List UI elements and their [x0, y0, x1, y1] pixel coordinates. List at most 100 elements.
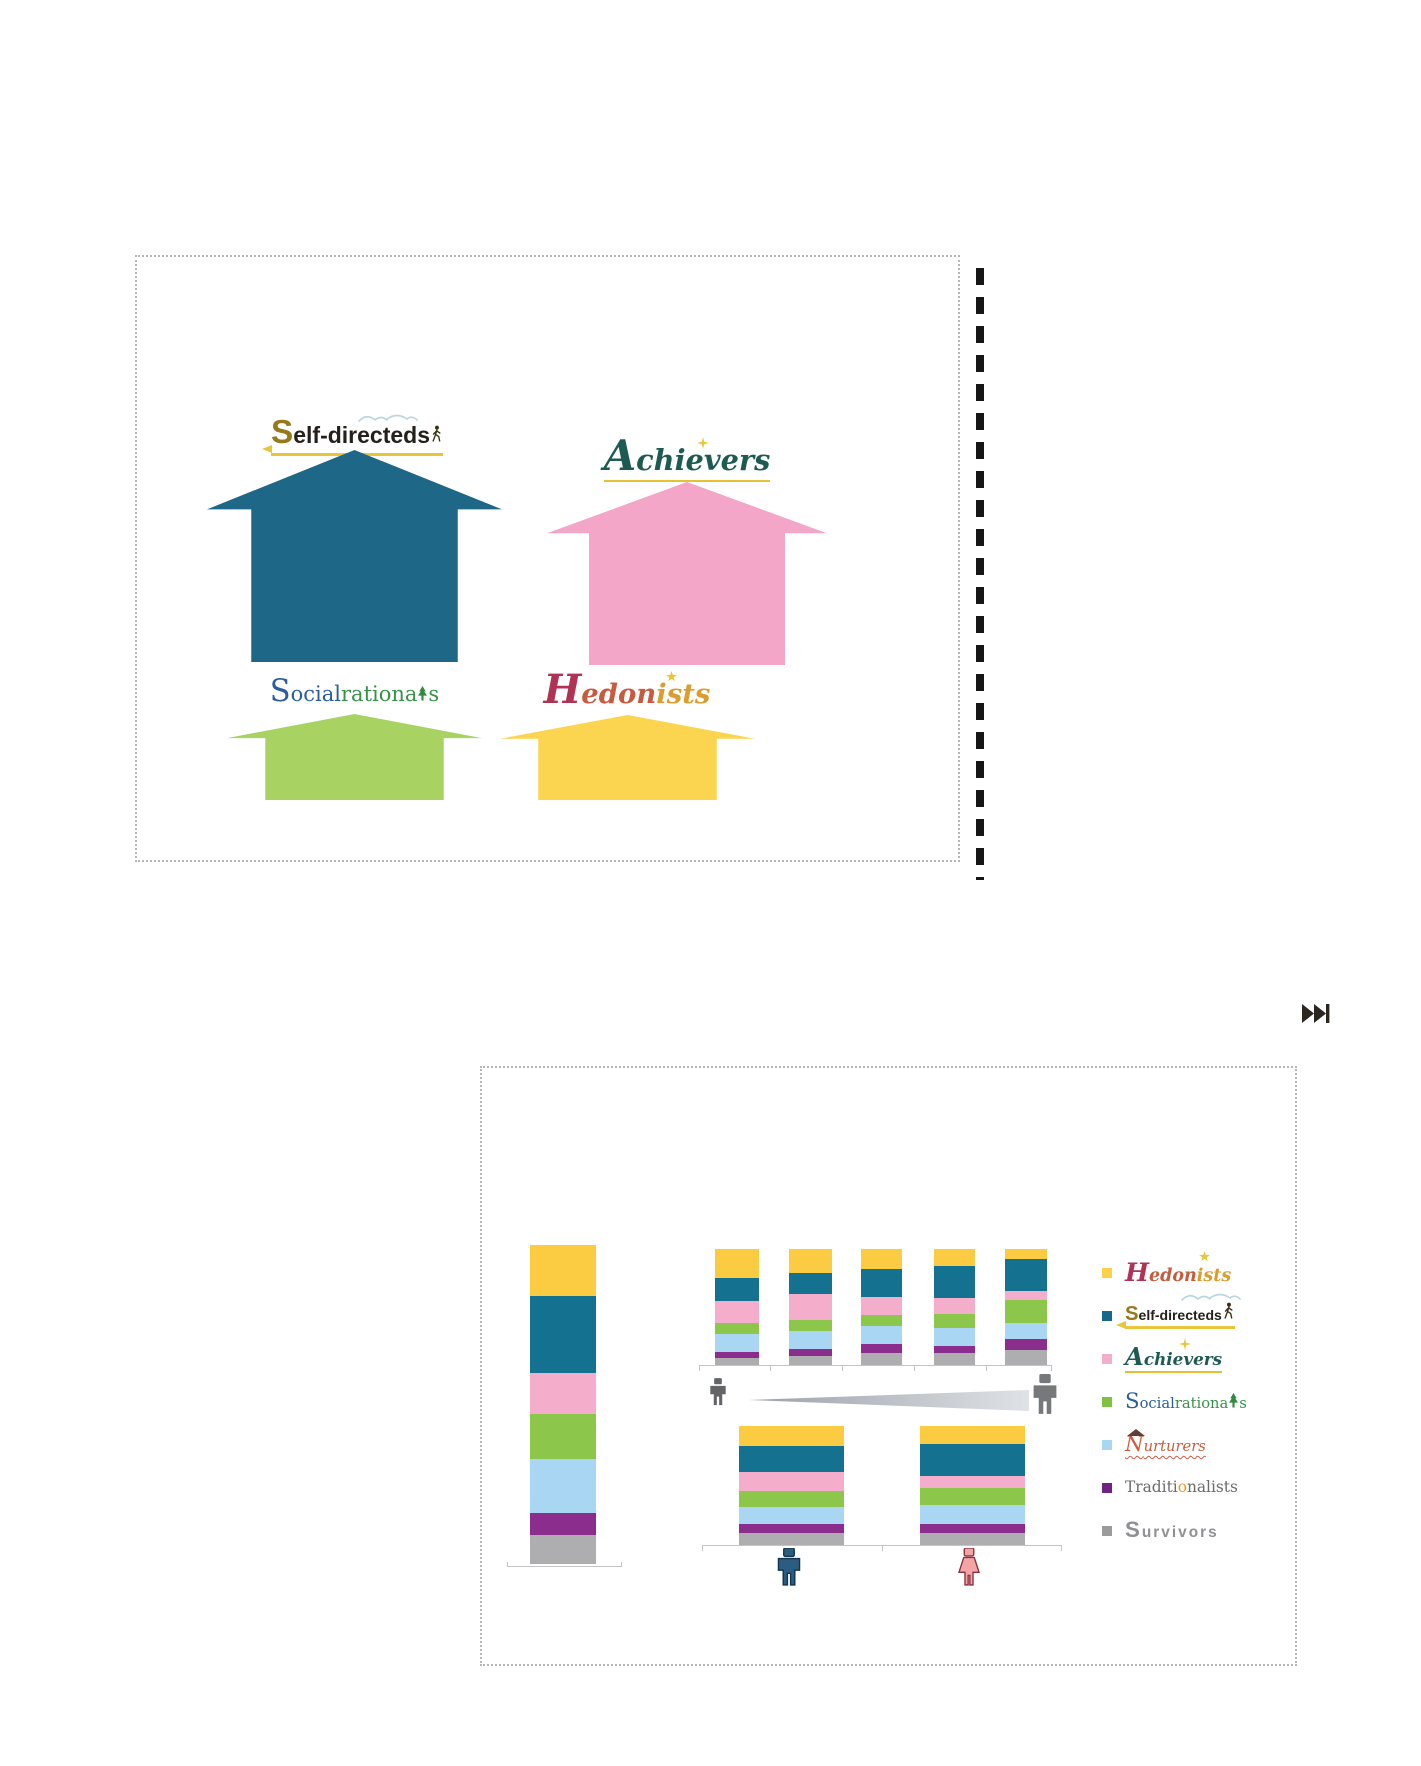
segment-survivors	[1005, 1349, 1047, 1365]
segment-hedonists	[715, 1249, 759, 1278]
achievers-arrow	[547, 482, 827, 665]
legend-item-self_directeds: Self-directeds	[1102, 1293, 1247, 1337]
axis-tick	[1051, 1366, 1052, 1371]
sparkle-icon	[1179, 1335, 1192, 1353]
legend-swatch	[1102, 1482, 1112, 1493]
overall-bar-axis	[507, 1562, 622, 1567]
hedonists-wordmark: Hedonists	[543, 667, 711, 713]
brand-text: ocial	[290, 682, 342, 706]
brand-text: H	[1125, 1256, 1149, 1287]
sparkle-icon	[696, 424, 709, 456]
legend-label: Achievers	[1125, 1337, 1223, 1374]
brand-text: ists	[656, 678, 711, 710]
segment-nurturers	[934, 1327, 975, 1347]
brand-text: S	[269, 674, 291, 709]
legend-item-traditionalists: Traditionalists	[1102, 1466, 1247, 1509]
brand-text: o	[1177, 1478, 1187, 1497]
segment-achievers	[530, 1372, 596, 1415]
axis-tick	[842, 1366, 843, 1371]
walking-person-icon	[430, 423, 443, 448]
segment-nurturers	[789, 1331, 832, 1349]
brand-text: urturers	[1143, 1437, 1206, 1455]
axis-tick	[882, 1546, 883, 1551]
segment-socialrationals	[861, 1315, 902, 1326]
brand-text: S	[1125, 1388, 1140, 1414]
segment-hedonists	[789, 1249, 832, 1274]
hedonists-arrow	[500, 715, 755, 800]
legend-item-survivors: Survivors	[1102, 1509, 1247, 1552]
segment-hedonists	[920, 1426, 1025, 1444]
age-bars-axis	[699, 1365, 1052, 1371]
legend-swatch	[1102, 1439, 1112, 1450]
segment-survivors	[715, 1358, 759, 1365]
arrow-shape	[227, 714, 482, 800]
legend-label: Self-directeds	[1116, 1293, 1241, 1330]
legend-item-nurturers: Nurturers	[1102, 1423, 1247, 1466]
male-person-icon	[775, 1547, 803, 1591]
segment-self-directeds	[739, 1446, 844, 1473]
segment-survivors	[920, 1533, 1025, 1545]
segment-nurturers	[715, 1333, 759, 1353]
brand-text: edon	[1148, 1265, 1197, 1286]
axis-tick	[702, 1546, 703, 1551]
by_gender-bar-male	[739, 1426, 844, 1545]
segment-hedonists	[739, 1426, 844, 1447]
brand-text: ocial	[1139, 1394, 1175, 1412]
segment-achievers	[934, 1297, 975, 1314]
legend-swatch	[1102, 1525, 1112, 1536]
segment-survivors	[861, 1353, 902, 1365]
segment-socialrationals	[739, 1491, 844, 1507]
overall-bar-total	[530, 1245, 596, 1564]
arrow-diagram-panel: Self-directeds Achievers Socialrationa s …	[135, 255, 960, 862]
segment-achievers	[739, 1472, 844, 1492]
female-person-icon	[955, 1547, 983, 1591]
segment-hedonists	[861, 1249, 902, 1269]
by_age-bar-1	[715, 1249, 759, 1365]
axis-tick	[770, 1366, 771, 1371]
segment-achievers	[789, 1294, 832, 1320]
segment-socialrationals	[789, 1319, 832, 1332]
segment-self-directeds	[861, 1268, 902, 1297]
age-gradient-arrow	[749, 1390, 1029, 1417]
segment-achievers	[920, 1475, 1025, 1488]
legend-item-achievers: Achievers	[1102, 1337, 1247, 1380]
swirl-icon	[357, 403, 421, 428]
segment-self-directeds	[715, 1278, 759, 1302]
brand-text: chievers	[1143, 1348, 1223, 1369]
segment-hedonists	[530, 1245, 596, 1297]
brand-text: rationa	[1174, 1394, 1229, 1412]
axis-tick	[621, 1562, 622, 1567]
segment-hedonists	[934, 1249, 975, 1267]
legend-item-hedonists: Hedonists	[1102, 1250, 1247, 1294]
label-achievers: Achievers	[557, 433, 817, 482]
fast-forward-icon[interactable]	[1301, 1001, 1331, 1026]
label-socialrationals: Socialrationa s	[217, 675, 492, 708]
gender-bars-axis	[702, 1545, 1062, 1551]
axis-tick	[507, 1562, 508, 1567]
brand-text: N	[1125, 1431, 1144, 1457]
socialrationals-arrow	[227, 714, 482, 800]
arrow-shape	[547, 482, 827, 665]
segment-nurturers	[920, 1504, 1025, 1524]
segment-achievers	[1005, 1290, 1047, 1301]
swirl-icon	[1180, 1290, 1244, 1305]
legend-label: Survivors	[1125, 1517, 1219, 1543]
axis-tick	[914, 1366, 915, 1371]
dashed-divider-line	[976, 268, 984, 880]
roof-icon	[1126, 1424, 1145, 1440]
segment-traditionalists	[530, 1512, 596, 1536]
legend-swatch	[1102, 1353, 1112, 1364]
brand-text: s	[428, 682, 440, 706]
brand-text: ists	[1196, 1265, 1232, 1286]
legend-label: Nurturers	[1125, 1428, 1206, 1457]
segment-self-directeds	[530, 1296, 596, 1373]
large-person-icon	[1030, 1374, 1060, 1420]
segment-survivors	[789, 1355, 832, 1365]
brand-text: rationa	[341, 682, 418, 706]
arrow-shape	[500, 715, 755, 800]
brand-text: H	[543, 667, 582, 713]
segment-traditionalists	[739, 1523, 844, 1534]
legend-label: Hedonists	[1125, 1250, 1232, 1287]
legend-label: Socialrationa s	[1125, 1390, 1247, 1413]
